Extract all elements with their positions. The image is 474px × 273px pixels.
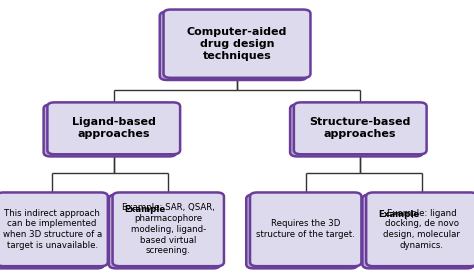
FancyBboxPatch shape (294, 102, 427, 154)
Text: Example: Example (378, 210, 419, 219)
FancyBboxPatch shape (160, 12, 307, 80)
Text: Structure-based
approaches: Structure-based approaches (310, 117, 411, 139)
FancyBboxPatch shape (362, 195, 474, 268)
Text: Requires the 3D
structure of the target.: Requires the 3D structure of the target. (256, 219, 355, 239)
Text: Ligand-based
approaches: Ligand-based approaches (72, 117, 155, 139)
Text: Example: Example (124, 205, 166, 214)
FancyBboxPatch shape (164, 10, 310, 78)
FancyBboxPatch shape (246, 195, 357, 268)
FancyBboxPatch shape (0, 195, 104, 268)
Text: This indirect approach
can be implemented
when 3D structure of a
target is unava: This indirect approach can be implemente… (2, 209, 102, 250)
FancyBboxPatch shape (290, 105, 423, 156)
Text: Computer-aided
drug design
techniques: Computer-aided drug design techniques (187, 27, 287, 61)
FancyBboxPatch shape (250, 192, 361, 266)
FancyBboxPatch shape (366, 192, 474, 266)
FancyBboxPatch shape (0, 192, 108, 266)
FancyBboxPatch shape (44, 105, 176, 156)
FancyBboxPatch shape (47, 102, 180, 154)
Text: Example: ligand
docking, de novo
design, molecular
dynamics.: Example: ligand docking, de novo design,… (383, 209, 460, 250)
Text: Example: SAR, QSAR,
pharmacophore
modeling, ligand-
based virtual
screening.: Example: SAR, QSAR, pharmacophore modeli… (122, 203, 215, 255)
FancyBboxPatch shape (109, 195, 220, 268)
FancyBboxPatch shape (112, 192, 224, 266)
